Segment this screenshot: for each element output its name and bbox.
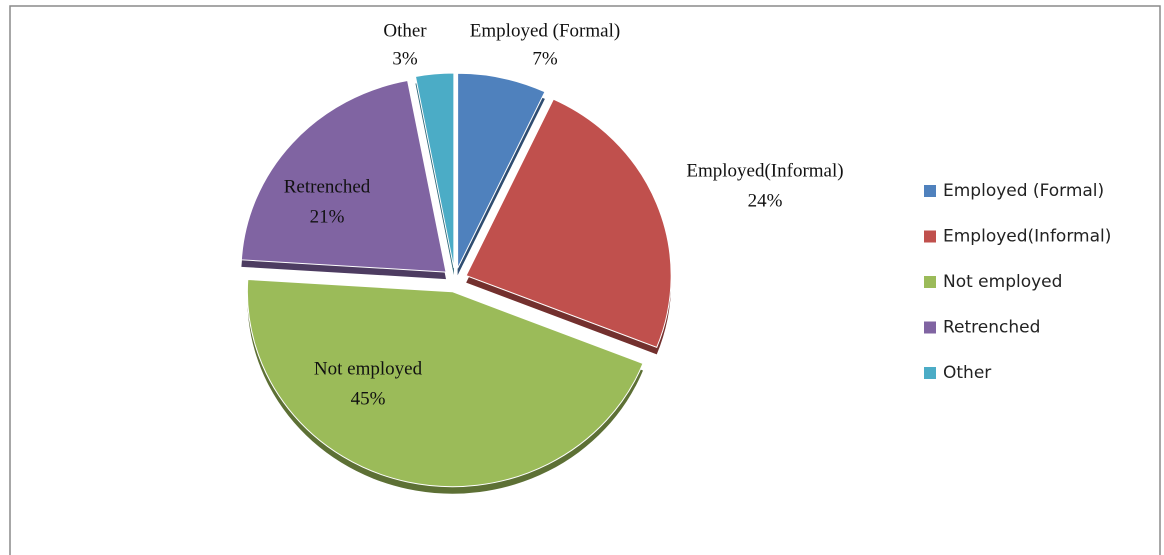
slice-label: Not employed (314, 358, 423, 379)
slice-value-label: 45% (351, 388, 386, 409)
pie-slice (457, 72, 546, 269)
pie-slice (246, 278, 644, 488)
slice-value-label: 24% (748, 190, 783, 211)
legend-label: Other (943, 363, 991, 383)
legend-label: Not employed (943, 272, 1062, 292)
legend-label: Employed(Informal) (943, 227, 1111, 247)
pie-slice (414, 72, 455, 269)
legend-swatch (924, 367, 936, 379)
legend-swatch (924, 230, 936, 243)
slice-value-label: 3% (392, 48, 418, 69)
legend-swatch (924, 321, 936, 334)
slice-value-label: 21% (310, 206, 345, 227)
slice-label: Employed (Formal) (470, 20, 620, 41)
legend-swatch (924, 276, 936, 288)
slice-label: Other (383, 20, 427, 41)
legend-label: Employed (Formal) (943, 181, 1104, 201)
slice-label: Employed(Informal) (686, 160, 843, 181)
pie-slice (465, 98, 672, 349)
legend-label: Retrenched (943, 318, 1040, 338)
slice-label: Retrenched (284, 176, 371, 197)
slice-value-label: 7% (532, 48, 558, 69)
legend-swatch (924, 185, 936, 197)
pie-slice (240, 79, 447, 273)
